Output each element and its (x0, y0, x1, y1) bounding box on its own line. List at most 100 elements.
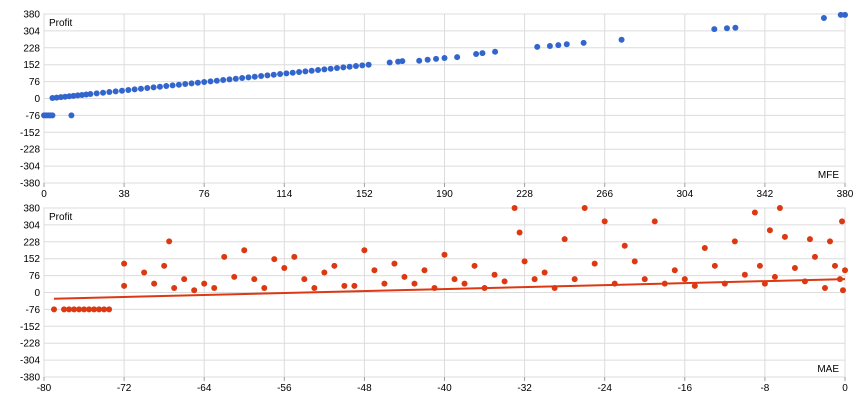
y-tick-label: -228 (20, 339, 40, 350)
data-point (481, 285, 488, 292)
data-point (842, 11, 848, 18)
data-point (766, 227, 773, 234)
data-point (391, 260, 398, 267)
x-tick-label: 190 (436, 189, 453, 200)
data-point (121, 260, 128, 267)
data-point (365, 61, 372, 68)
data-point (454, 54, 461, 61)
data-point (321, 269, 328, 276)
x-tick-label: 0 (842, 383, 848, 394)
data-point (81, 306, 88, 313)
data-point (473, 51, 480, 58)
data-point (721, 280, 728, 287)
data-point (163, 83, 170, 90)
y-tick-label: 228 (23, 237, 40, 248)
data-point (461, 280, 468, 287)
data-point (221, 253, 228, 260)
data-point (441, 55, 448, 62)
data-point (541, 269, 548, 276)
y-axis-label: Profit (49, 18, 73, 29)
data-point (571, 276, 578, 283)
data-point (701, 245, 708, 252)
y-tick-label: -76 (26, 305, 41, 316)
x-tick-label: 76 (199, 189, 211, 200)
x-tick-label: -32 (517, 383, 532, 394)
y-tick-label: -76 (26, 111, 41, 122)
data-point (651, 218, 658, 225)
y-axis-label: Profit (49, 212, 73, 223)
mfe-chart: 0 38 76 114 152 190 228 266 304 342 380 380 304 228 15… (20, 10, 854, 201)
data-point (821, 285, 828, 292)
data-point (96, 306, 103, 313)
y-tick-label: 304 (23, 26, 40, 37)
data-point (308, 67, 315, 74)
y-tick-label: -228 (20, 145, 40, 156)
y-tick-label: 228 (23, 43, 40, 54)
data-point (433, 55, 440, 62)
x-tick-label: 342 (757, 189, 774, 200)
y-tick-label: 380 (23, 204, 40, 215)
data-point (842, 267, 848, 274)
data-point (161, 262, 168, 269)
data-point (220, 77, 227, 84)
data-point (270, 71, 277, 78)
data-point (289, 69, 296, 76)
data-point (93, 90, 100, 97)
data-point (826, 238, 833, 245)
data-point (836, 276, 843, 283)
data-point (211, 285, 218, 292)
data-point (333, 65, 340, 72)
data-point (811, 253, 818, 260)
data-point (561, 236, 568, 243)
data-point (401, 273, 408, 280)
mae-chart: -80 -72 -64 -56 -48 -40 -32 -24 -16 -8 03803042281… (20, 204, 848, 395)
data-point (424, 56, 431, 63)
data-point (49, 112, 56, 119)
y-tick-label: -304 (20, 356, 40, 367)
data-point (361, 247, 368, 254)
data-point (118, 87, 125, 94)
data-point (751, 209, 758, 216)
trendline (53, 278, 846, 300)
data-point (359, 62, 366, 69)
y-tick-label: 380 (23, 10, 40, 21)
data-point (296, 69, 303, 76)
data-point (351, 282, 358, 289)
data-point (175, 81, 182, 88)
y-tick-label: 76 (29, 271, 41, 282)
data-point (806, 236, 813, 243)
data-point (791, 265, 798, 272)
data-point (581, 205, 588, 211)
data-point (591, 260, 598, 267)
data-point (386, 59, 393, 66)
x-tick-label: 0 (41, 189, 47, 200)
data-point (121, 282, 128, 289)
data-point (87, 91, 94, 98)
data-point (331, 262, 338, 269)
data-point (251, 276, 258, 283)
data-point (201, 79, 208, 86)
y-tick-label: -304 (20, 162, 40, 173)
data-point (291, 253, 298, 260)
x-tick-label: -72 (117, 383, 132, 394)
x-tick-label: 38 (119, 189, 131, 200)
data-point (301, 276, 308, 283)
data-point (732, 24, 739, 31)
data-point (213, 77, 220, 84)
data-point (346, 63, 353, 70)
data-point (479, 50, 486, 57)
data-point (471, 262, 478, 269)
data-point (141, 269, 148, 276)
data-point (91, 306, 98, 313)
data-point (839, 287, 846, 294)
data-point (516, 229, 523, 236)
data-point (601, 218, 608, 225)
x-tick-label: 266 (596, 189, 613, 200)
y-tick-label: 304 (23, 220, 40, 231)
data-point (181, 276, 188, 283)
data-point (711, 262, 718, 269)
data-point (101, 306, 108, 313)
data-point (781, 233, 788, 240)
data-point (631, 258, 638, 265)
data-point (831, 262, 838, 269)
